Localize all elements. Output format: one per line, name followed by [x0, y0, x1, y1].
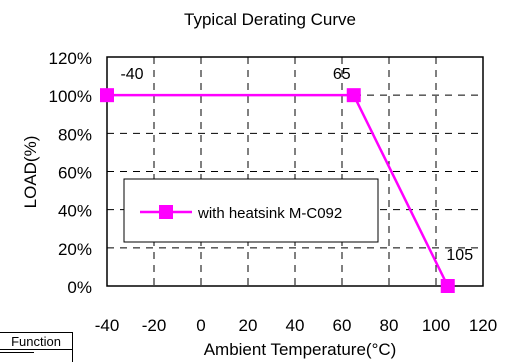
data-point-marker [440, 279, 455, 293]
x-axis-label: Ambient Temperature(°C) [204, 340, 397, 359]
data-point-label: 105 [446, 247, 473, 264]
x-tick-label: -20 [142, 316, 167, 335]
y-tick-label: 100% [49, 87, 92, 106]
function-box-fragment [0, 350, 73, 362]
x-tick-label: 20 [239, 316, 258, 335]
x-tick-label: 100 [422, 316, 450, 335]
y-axis-label: LOAD(%) [21, 136, 40, 209]
y-tick-label: 120% [49, 49, 92, 68]
data-point-marker [100, 88, 114, 103]
function-label: Function [11, 334, 61, 349]
function-box-rule [0, 352, 34, 353]
x-tick-label: 40 [286, 316, 305, 335]
x-tick-label: 120 [469, 316, 497, 335]
point-labels: -40 65 105 [120, 66, 473, 264]
x-tick-label: 60 [333, 316, 352, 335]
y-tick-label: 20% [58, 240, 92, 259]
legend-marker [159, 205, 173, 219]
legend-label: with heatsink M-C092 [197, 205, 342, 222]
legend: with heatsink M-C092 [123, 178, 379, 243]
chart-title: Typical Derating Curve [184, 10, 356, 29]
x-tick-label: -40 [95, 316, 120, 335]
y-tick-label: 60% [58, 164, 92, 183]
data-point-label: -40 [120, 66, 143, 83]
series-group [100, 88, 455, 293]
plot-area-border [106, 56, 484, 287]
y-tick-label: 40% [58, 202, 92, 221]
x-tick-labels: -40 -20 0 20 40 60 80 100 120 [95, 316, 497, 335]
y-tick-labels: 0% 20% 40% 60% 80% 100% 120% [49, 49, 92, 297]
grid-lines [107, 57, 483, 286]
x-tick-label: 0 [196, 316, 205, 335]
data-point-marker [346, 88, 361, 103]
data-point-label: 65 [333, 66, 351, 83]
y-tick-label: 80% [58, 125, 92, 144]
x-tick-label: 80 [380, 316, 399, 335]
function-label-box: Function [0, 332, 73, 350]
y-tick-label: 0% [67, 278, 92, 297]
